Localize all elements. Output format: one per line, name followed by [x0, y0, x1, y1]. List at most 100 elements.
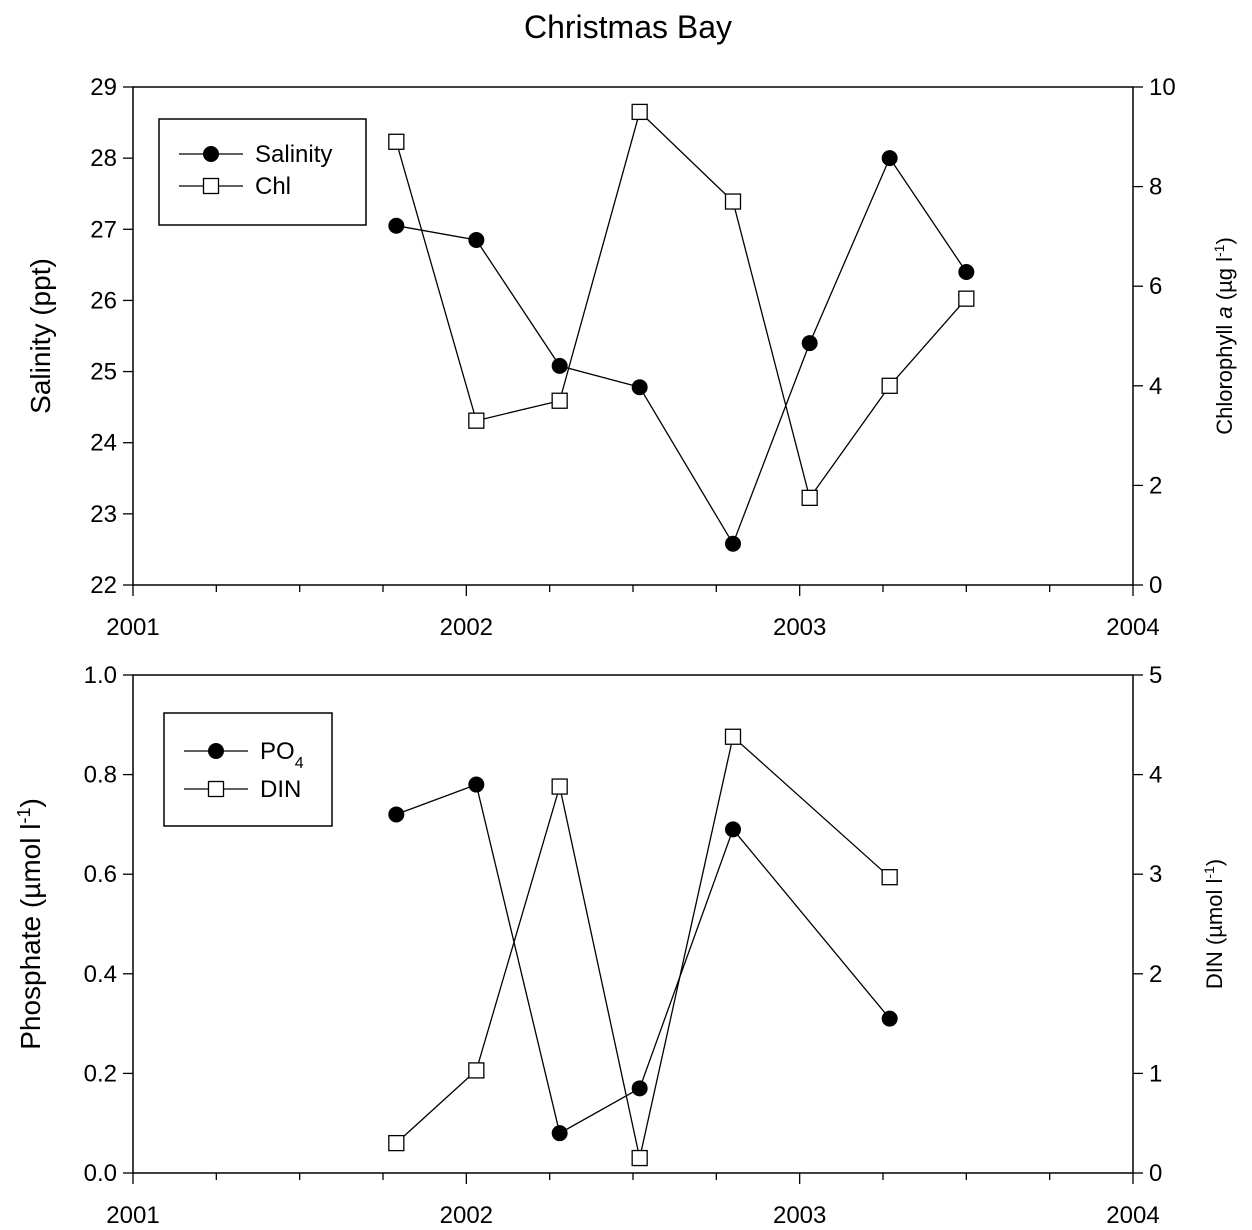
legend: Salinity Chl	[158, 118, 367, 226]
series-chl	[388, 103, 975, 507]
data-point	[725, 821, 741, 838]
left-y-tick-label: 25	[90, 359, 117, 386]
data-point	[551, 392, 568, 409]
left-y-tick-label: 0.8	[84, 762, 117, 789]
label-part: PO	[260, 738, 295, 765]
data-point	[881, 150, 898, 167]
data-point	[724, 193, 742, 210]
x-tick-label: 2003	[773, 1202, 826, 1229]
data-point	[551, 1125, 568, 1142]
left-y-tick-label: 1.0	[84, 662, 117, 689]
left-y-tick-label: 23	[90, 501, 117, 528]
right-y-tick-label: 5	[1149, 662, 1162, 689]
legend-label: Chl	[255, 173, 291, 200]
x-tick-label: 2002	[440, 1202, 493, 1229]
label-part: Salinity (ppt)	[25, 258, 56, 414]
legend-box	[158, 118, 367, 226]
right-y-tick-label: 10	[1149, 74, 1176, 101]
x-tick-label: 2003	[773, 614, 826, 641]
data-point	[631, 1080, 648, 1097]
legend-box	[163, 712, 333, 827]
right-y-tick-label: 1	[1149, 1060, 1162, 1087]
series-line	[395, 735, 891, 1159]
x-tick-label: 2001	[106, 614, 159, 641]
label-part: -1	[1211, 244, 1227, 257]
left-y-tick-label: 27	[90, 216, 117, 243]
right-y-tick-label: 0	[1149, 572, 1162, 599]
right-axis-title: DIN (µmol l-1)	[1201, 859, 1227, 989]
data-point	[551, 357, 568, 374]
data-point	[958, 263, 975, 280]
label-part: DIN	[260, 776, 301, 803]
x-tick-label: 2002	[440, 614, 493, 641]
data-point	[631, 379, 648, 396]
label-part: DIN (µmol l	[1202, 879, 1227, 989]
figure-title: Christmas Bay	[524, 9, 732, 45]
left-y-tick-label: 29	[90, 74, 117, 101]
left-y-tick-label: 0.0	[84, 1160, 117, 1187]
legend-label: Salinity	[255, 141, 332, 168]
right-y-tick-label: 6	[1149, 273, 1162, 300]
chart-panel-top: 2001 2002 2003 200422232425262728290246810S…	[25, 74, 1237, 641]
data-point	[388, 133, 405, 150]
series-po4	[388, 776, 898, 1142]
data-point	[468, 776, 485, 793]
label-part: )	[1212, 237, 1237, 244]
label-part: Chl	[255, 173, 291, 200]
x-tick-label: 2004	[1106, 614, 1159, 641]
left-y-tick-label: 28	[90, 145, 117, 172]
left-y-tick-label: 0.4	[84, 961, 117, 988]
legend: PO4 DIN	[163, 712, 333, 827]
right-y-tick-label: 3	[1149, 861, 1162, 888]
data-point	[958, 290, 975, 307]
label-part: Salinity	[255, 141, 332, 168]
label-part: a	[1212, 306, 1237, 318]
left-y-tick-label: 24	[90, 430, 117, 457]
legend-marker	[207, 780, 225, 798]
label-part: )	[15, 798, 46, 807]
label-part: )	[1202, 859, 1227, 866]
right-y-tick-label: 4	[1149, 762, 1162, 789]
series-din	[388, 728, 898, 1167]
legend-marker	[208, 743, 224, 759]
data-point	[468, 412, 485, 429]
data-point	[388, 806, 405, 823]
data-point	[725, 535, 741, 552]
left-axis-title: Phosphate (µmol l-1)	[14, 798, 46, 1050]
series-line	[396, 156, 967, 546]
left-y-tick-label: 0.6	[84, 861, 117, 888]
right-y-tick-label: 2	[1149, 472, 1162, 499]
label-part: (µg l	[1212, 257, 1237, 306]
data-point	[631, 1149, 648, 1167]
right-y-tick-label: 4	[1149, 373, 1162, 400]
data-point	[468, 1062, 485, 1079]
label-part: Chlorophyll	[1212, 319, 1237, 435]
left-axis-title: Salinity (ppt)	[25, 258, 56, 414]
label-part: -1	[14, 808, 34, 824]
legend-label: PO4	[260, 738, 304, 772]
series-line	[396, 783, 891, 1135]
label-part: 4	[295, 755, 304, 772]
data-point	[724, 728, 742, 745]
x-tick-label: 2004	[1106, 1202, 1159, 1229]
label-part: Phosphate (µmol l	[15, 824, 46, 1050]
data-point	[801, 489, 818, 507]
right-y-tick-label: 0	[1149, 1160, 1162, 1187]
data-point	[551, 778, 568, 795]
right-axis-title: Chlorophyll a (µg l-1)	[1211, 237, 1237, 435]
right-y-tick-label: 8	[1149, 174, 1162, 201]
chart-panel-bottom: 2001 2002 2003 2004 0.0 0.2 0.4 0.6 0.8 1.0 0 1 2 3 4 5…	[14, 662, 1227, 1229]
data-point	[801, 335, 818, 352]
series-line	[395, 110, 967, 500]
legend-marker	[202, 177, 220, 195]
label-part: -1	[1201, 866, 1217, 879]
data-point	[388, 1134, 405, 1152]
data-point	[468, 231, 485, 248]
legend-marker	[203, 146, 219, 162]
left-y-tick-label: 26	[90, 287, 117, 314]
left-y-tick-label: 0.2	[84, 1060, 117, 1087]
data-point	[631, 103, 648, 121]
series-salinity	[388, 150, 975, 552]
data-point	[881, 377, 898, 394]
